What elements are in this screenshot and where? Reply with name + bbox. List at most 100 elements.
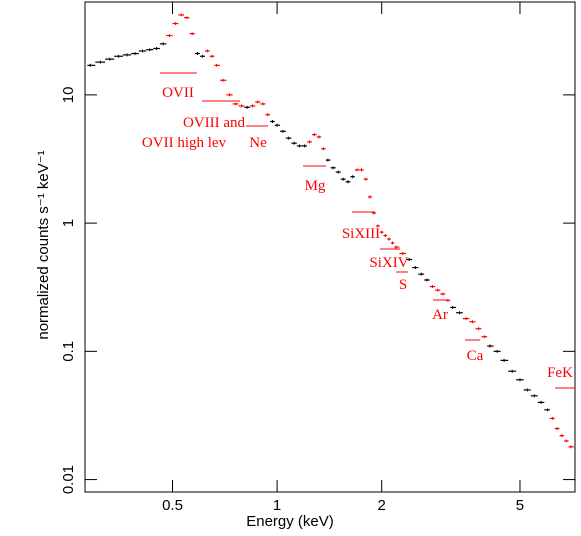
data-point <box>445 298 451 302</box>
data-point <box>516 378 524 382</box>
data-point <box>302 144 308 148</box>
x-tick-label: 2 <box>378 497 386 514</box>
data-point <box>559 434 565 438</box>
data-point <box>172 22 179 26</box>
data-point <box>274 123 281 127</box>
data-point <box>204 49 210 53</box>
data-point <box>184 16 190 20</box>
data-point <box>226 93 233 97</box>
plot-frame <box>84 1 576 493</box>
data-point <box>456 311 463 315</box>
data-point <box>387 237 391 241</box>
annotation: Ar <box>432 307 448 323</box>
annotation: FeK <box>547 365 573 381</box>
data-point <box>469 320 476 324</box>
annotation: SiXIII <box>342 226 380 242</box>
data-point <box>87 63 96 67</box>
data-point <box>390 241 395 245</box>
data-point <box>209 54 215 58</box>
data-point <box>359 168 364 172</box>
data-point <box>487 344 494 348</box>
data-point <box>238 104 245 108</box>
x-tick-label: 1 <box>273 497 281 514</box>
data-point <box>354 168 360 172</box>
data-point <box>255 100 261 104</box>
data-point <box>424 278 430 282</box>
data-point <box>244 105 250 109</box>
annotation: OVII <box>162 85 194 101</box>
data-point <box>462 317 470 321</box>
data-point <box>412 266 419 270</box>
data-point <box>146 48 154 52</box>
data-point <box>114 54 123 58</box>
data-point <box>325 158 331 162</box>
data-point <box>564 439 569 443</box>
data-point <box>367 195 372 199</box>
y-tick-label: 0.1 <box>60 341 77 362</box>
annotation: OVIII and <box>183 115 246 131</box>
data-point <box>219 78 227 82</box>
data-point <box>307 140 312 144</box>
x-axis-label: Energy (keV) <box>246 513 334 530</box>
data-point <box>383 234 388 238</box>
y-tick-label: 0.01 <box>60 465 77 494</box>
data-point <box>159 42 167 46</box>
data-point <box>265 113 271 117</box>
data-point <box>296 144 303 148</box>
data-point <box>363 177 368 181</box>
y-tick-label: 1 <box>60 219 77 227</box>
data-point <box>321 147 326 151</box>
data-point <box>435 288 441 292</box>
annotation: Ca <box>467 348 484 364</box>
data-point <box>523 388 531 392</box>
data-point <box>345 180 351 184</box>
data-point <box>350 175 355 179</box>
data-point <box>481 335 488 339</box>
data-point <box>260 102 266 106</box>
data-point <box>311 133 317 137</box>
annotation: Ne <box>249 135 267 151</box>
data-point <box>554 427 560 431</box>
data-point <box>194 52 200 56</box>
annotation: OVII high lev <box>142 135 227 151</box>
data-point <box>549 416 555 420</box>
data-point <box>375 224 380 228</box>
data-point <box>394 245 400 249</box>
data-point <box>493 349 501 353</box>
data-point <box>131 52 139 56</box>
data-point <box>189 32 195 36</box>
data-point <box>450 305 457 309</box>
x-tick-label: 5 <box>516 497 524 514</box>
x-tick-label: 0.5 <box>162 497 183 514</box>
data-point <box>153 46 160 50</box>
data-point <box>508 369 517 373</box>
y-tick-label: 10 <box>60 87 77 104</box>
data-point <box>249 104 256 108</box>
data-point <box>429 285 436 289</box>
data-point <box>399 251 407 255</box>
data-point <box>475 327 482 331</box>
data-point <box>270 119 275 123</box>
data-point <box>544 408 550 412</box>
annotation: SiXIV <box>369 255 408 271</box>
data-point <box>199 54 205 58</box>
data-point <box>568 445 574 449</box>
data-point <box>335 170 341 174</box>
annotation: S <box>399 277 407 293</box>
data-point <box>406 258 413 262</box>
data-point <box>95 60 106 64</box>
annotation: Mg <box>305 178 326 194</box>
data-point <box>178 13 185 17</box>
y-axis-label: normalized counts s⁻¹ keV⁻¹ <box>35 150 52 339</box>
data-point <box>530 394 538 398</box>
data-point <box>138 49 147 53</box>
data-point <box>340 177 346 181</box>
data-point <box>537 400 545 404</box>
data-point <box>280 129 286 133</box>
data-point <box>291 141 297 145</box>
data-point <box>316 135 322 139</box>
data-point <box>232 102 239 106</box>
data-point <box>379 230 384 234</box>
data-point <box>105 57 115 61</box>
